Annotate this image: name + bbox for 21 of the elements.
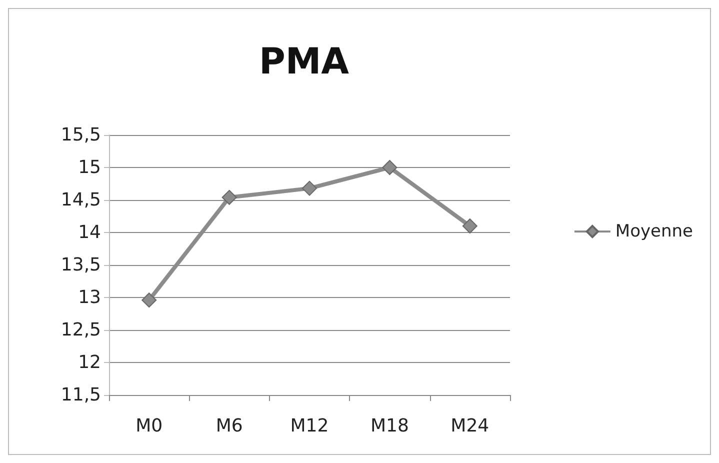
y-tick-label: 12 (78, 352, 101, 373)
y-tick-label: 12,5 (60, 320, 101, 340)
x-tick-label: M24 (450, 416, 490, 436)
y-tick-label: 14 (78, 222, 101, 243)
point (382, 160, 398, 175)
y-tick-label: 14,5 (60, 190, 101, 210)
y-tick-label: 11,5 (60, 384, 101, 406)
x-tick-label: M0 (136, 416, 163, 436)
y-tick-label: 13 (78, 287, 101, 308)
point (222, 190, 237, 205)
point (142, 292, 157, 308)
chart-title: PMA (258, 42, 350, 82)
point (462, 218, 478, 234)
y-tick-label: 13,5 (60, 254, 101, 276)
y-tick-label: 15,5 (60, 124, 101, 146)
x-tick-label: M18 (370, 416, 409, 436)
x-tick-label: M6 (216, 416, 243, 436)
legend-label: Moyenne (615, 222, 694, 242)
point (302, 180, 317, 196)
x-tick-label: M12 (290, 416, 329, 436)
y-tick-label: 15 (78, 157, 101, 178)
